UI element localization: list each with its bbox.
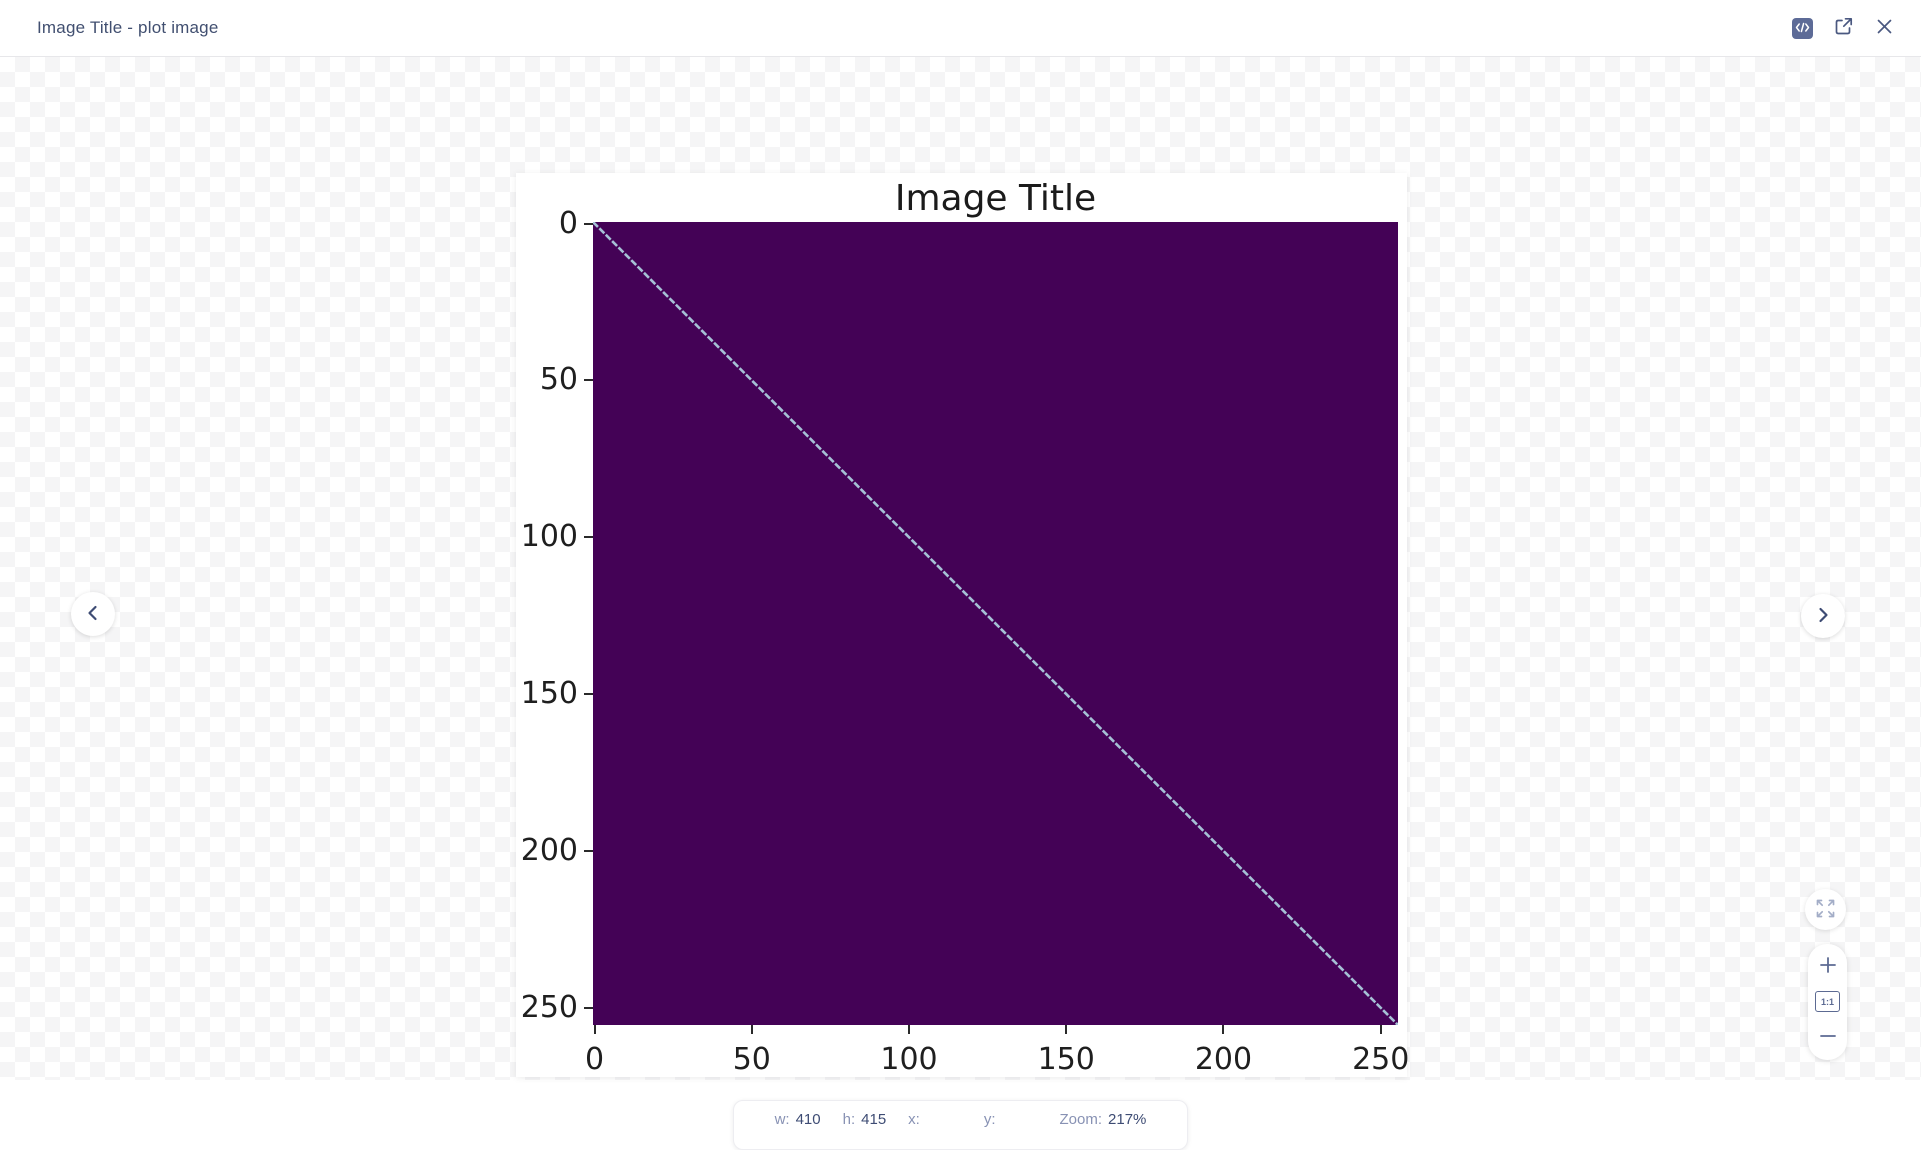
fullscreen-button[interactable]	[1805, 889, 1846, 930]
y-tick-mark	[584, 222, 593, 225]
external-link-icon	[1834, 17, 1853, 39]
x-tick-label: 0	[585, 1042, 605, 1077]
status-x: x:	[908, 1111, 962, 1128]
x-label: x:	[908, 1111, 920, 1128]
width-label: w:	[774, 1111, 790, 1128]
code-icon	[1795, 21, 1810, 36]
x-tick-mark	[908, 1025, 911, 1034]
x-tick-label: 250	[1352, 1042, 1410, 1077]
y-tick-mark	[584, 849, 593, 852]
view-code-button[interactable]	[1792, 17, 1813, 39]
plus-icon	[1819, 956, 1837, 977]
y-tick-mark	[584, 536, 593, 539]
y-tick-label: 250	[520, 989, 578, 1025]
y-label: y:	[983, 1111, 996, 1128]
status-y: y:	[984, 1111, 1038, 1128]
next-image-button[interactable]	[1801, 594, 1845, 638]
y-tick-label: 200	[520, 832, 578, 868]
x-tick-label: 100	[880, 1042, 938, 1077]
close-icon	[1876, 18, 1893, 38]
one-to-one-icon: 1:1	[1815, 991, 1840, 1012]
height-label: h:	[842, 1111, 856, 1128]
previous-image-button[interactable]	[71, 592, 115, 636]
x-tick-mark	[1379, 1025, 1382, 1034]
y-tick-label: 100	[520, 519, 578, 555]
x-tick-label: 50	[732, 1042, 771, 1077]
zoom-value: 217%	[1108, 1111, 1147, 1128]
actual-size-button[interactable]: 1:1	[1815, 989, 1841, 1015]
x-tick-mark	[750, 1025, 753, 1034]
x-tick-mark	[1222, 1025, 1225, 1034]
y-tick-mark	[584, 693, 593, 696]
y-tick-label: 150	[520, 676, 578, 712]
status-zoom: Zoom: 217%	[1060, 1111, 1147, 1128]
heatmap-diagonal	[593, 222, 1398, 1025]
chevron-right-icon	[1814, 606, 1832, 627]
close-button[interactable]	[1873, 17, 1895, 39]
zoom-label: Zoom:	[1059, 1111, 1103, 1128]
minus-icon	[1819, 1027, 1837, 1048]
viewer-canvas: Image Title 0 50 100 150 200 250 0 50 100 150 200 2…	[0, 57, 1921, 1150]
header: Image Title - plot image	[0, 0, 1921, 57]
open-external-button[interactable]	[1832, 17, 1854, 39]
chevron-left-icon	[84, 604, 102, 625]
zoom-out-button[interactable]	[1815, 1024, 1841, 1050]
plot-surface	[593, 222, 1398, 1025]
y-tick-label: 50	[539, 362, 578, 398]
plot-image-card[interactable]: Image Title 0 50 100 150 200 250 0 50 100 150 200 2…	[516, 173, 1410, 1077]
y-tick-mark	[584, 1006, 593, 1009]
x-tick-mark	[1065, 1025, 1068, 1034]
zoom-in-button[interactable]	[1815, 953, 1841, 979]
y-tick-mark	[584, 379, 593, 382]
header-actions	[1792, 17, 1895, 39]
x-tick-label: 200	[1194, 1042, 1253, 1077]
chart-title: Image Title	[894, 178, 1097, 219]
diagonal-line	[593, 222, 1398, 1025]
height-value: 415	[861, 1111, 887, 1128]
y-tick-label: 0	[558, 205, 578, 241]
status-width: w: 410	[775, 1111, 821, 1128]
status-bar: w: 410 h: 415 x: y: Zoom: 217%	[733, 1100, 1188, 1150]
x-tick-mark	[593, 1025, 596, 1034]
zoom-controls: 1:1	[1808, 944, 1847, 1060]
x-tick-label: 150	[1037, 1042, 1095, 1077]
width-value: 410	[795, 1111, 821, 1128]
status-height: h: 415	[843, 1111, 887, 1128]
expand-icon	[1815, 898, 1836, 922]
window-title: Image Title - plot image	[37, 18, 219, 37]
